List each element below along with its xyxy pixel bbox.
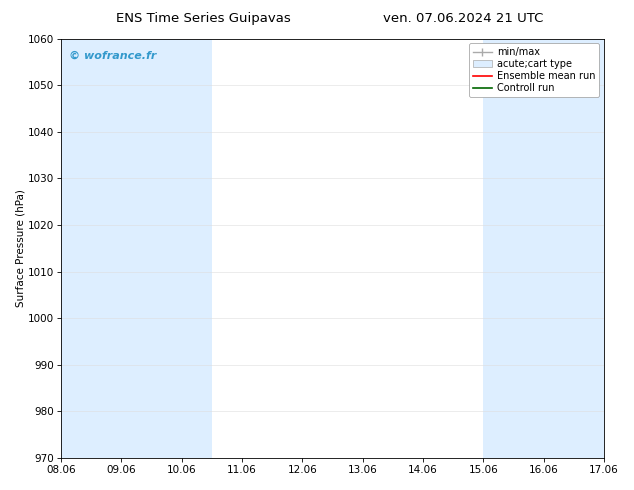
- Legend: min/max, acute;cart type, Ensemble mean run, Controll run: min/max, acute;cart type, Ensemble mean …: [469, 44, 599, 97]
- Text: ENS Time Series Guipavas: ENS Time Series Guipavas: [115, 12, 290, 25]
- Bar: [91, 39, 212, 458]
- Text: © wofrance.fr: © wofrance.fr: [69, 51, 157, 61]
- Y-axis label: Surface Pressure (hPa): Surface Pressure (hPa): [15, 190, 25, 307]
- Bar: [483, 39, 604, 458]
- Text: ven. 07.06.2024 21 UTC: ven. 07.06.2024 21 UTC: [383, 12, 543, 25]
- Bar: [61, 39, 91, 458]
